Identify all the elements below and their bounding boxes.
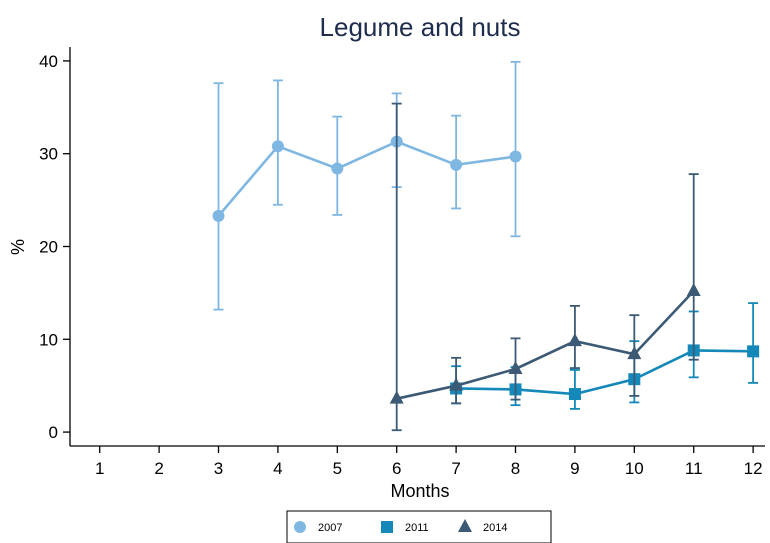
- legend-marker: [294, 521, 306, 533]
- y-axis-ticks: 0 10 20 30 40: [39, 52, 70, 442]
- x-tick-label: 4: [273, 459, 282, 478]
- series-line: [396, 290, 695, 400]
- x-tick-label: 7: [451, 459, 460, 478]
- x-tick-label: 6: [392, 459, 401, 478]
- legend-label: 2014: [483, 522, 507, 534]
- x-tick-label: 9: [570, 459, 579, 478]
- legend-box: [286, 510, 552, 543]
- legend-label: 2011: [405, 522, 429, 534]
- legend-item-2007: 2007: [294, 521, 342, 534]
- data-point: [508, 360, 523, 374]
- series-line: [456, 349, 754, 396]
- data-point: [686, 283, 701, 297]
- y-axis-title: %: [8, 239, 28, 255]
- data-point: [271, 140, 284, 153]
- y-tick-label: 20: [39, 238, 58, 257]
- x-tick-label: 12: [744, 459, 763, 478]
- data-point: [389, 390, 404, 404]
- data-point: [627, 346, 642, 360]
- data-point: [450, 158, 463, 171]
- legend: 2007 2011 2014: [286, 510, 552, 543]
- x-tick-label: 5: [333, 459, 342, 478]
- x-tick-label: 10: [625, 459, 644, 478]
- data-point: [567, 333, 582, 347]
- data-point: [568, 388, 581, 401]
- x-tick-label: 1: [95, 459, 104, 478]
- legend-marker: [381, 521, 393, 533]
- x-tick-label: 2: [154, 459, 163, 478]
- legend-item-2011: 2011: [381, 521, 429, 534]
- legend-marker: [458, 519, 472, 532]
- x-tick-label: 3: [214, 459, 223, 478]
- data-point: [509, 150, 522, 163]
- y-tick-label: 10: [39, 330, 58, 349]
- y-tick-label: 40: [39, 52, 58, 71]
- series-line: [217, 140, 516, 217]
- series-2014: [389, 102, 701, 432]
- series-2011: [450, 302, 760, 410]
- data-point: [747, 345, 760, 358]
- chart-title: Legume and nuts: [320, 12, 521, 42]
- x-axis-ticks: 1 2 3 4 5 6 7 8 9 10 11 12: [95, 446, 763, 478]
- data-point: [212, 209, 225, 222]
- x-axis-title: Months: [390, 481, 449, 501]
- legend-item-2014: 2014: [458, 519, 507, 534]
- data-point: [331, 162, 344, 175]
- x-tick-label: 11: [685, 459, 703, 478]
- series-layer: [212, 60, 760, 432]
- legend-label: 2007: [318, 522, 342, 534]
- series-2007: [212, 60, 522, 311]
- y-tick-label: 0: [49, 423, 58, 442]
- y-tick-label: 30: [39, 145, 58, 164]
- x-tick-label: 8: [511, 459, 520, 478]
- data-point: [449, 377, 464, 391]
